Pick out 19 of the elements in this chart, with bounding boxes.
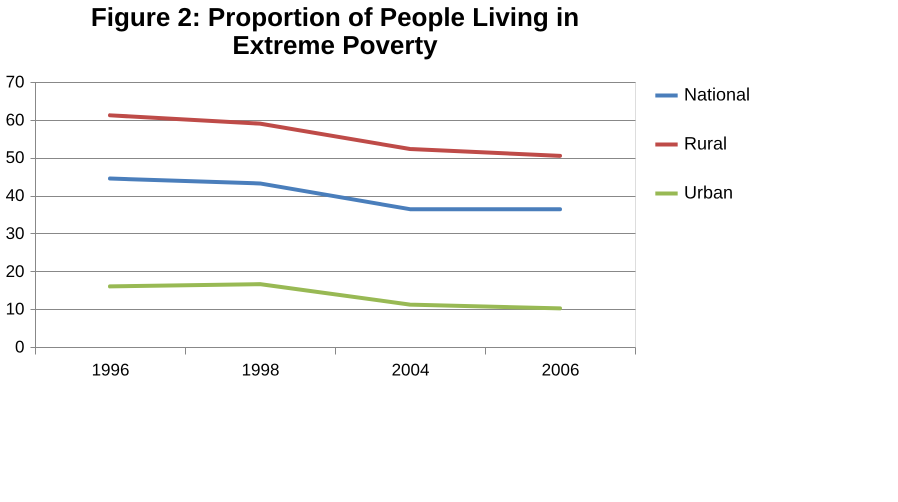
y-tick-label: 50	[6, 148, 24, 168]
text: Figure 2: Proportion of People Living in	[90, 2, 580, 32]
y-tick-label: 60	[6, 110, 24, 130]
line-series	[108, 113, 562, 158]
y-tick-label: 30	[6, 224, 24, 243]
x-tick-label: 1996	[92, 360, 130, 380]
y-tick-label: 20	[6, 262, 24, 281]
y-tick-label: 70	[6, 72, 24, 92]
legend-label: Urban	[684, 182, 734, 202]
x-tick-label: 2006	[542, 360, 580, 380]
y-tick-label: 40	[6, 186, 24, 206]
text: Extreme Poverty	[232, 30, 438, 60]
y-tick-label: 10	[6, 300, 24, 319]
x-tick-label: 1998	[242, 360, 280, 380]
legend-label: National	[684, 84, 750, 104]
x-tick-label: 2004	[392, 360, 430, 380]
legend-label: Rural	[684, 134, 728, 154]
line-series	[108, 282, 562, 310]
y-tick-label: 0	[15, 338, 24, 356]
